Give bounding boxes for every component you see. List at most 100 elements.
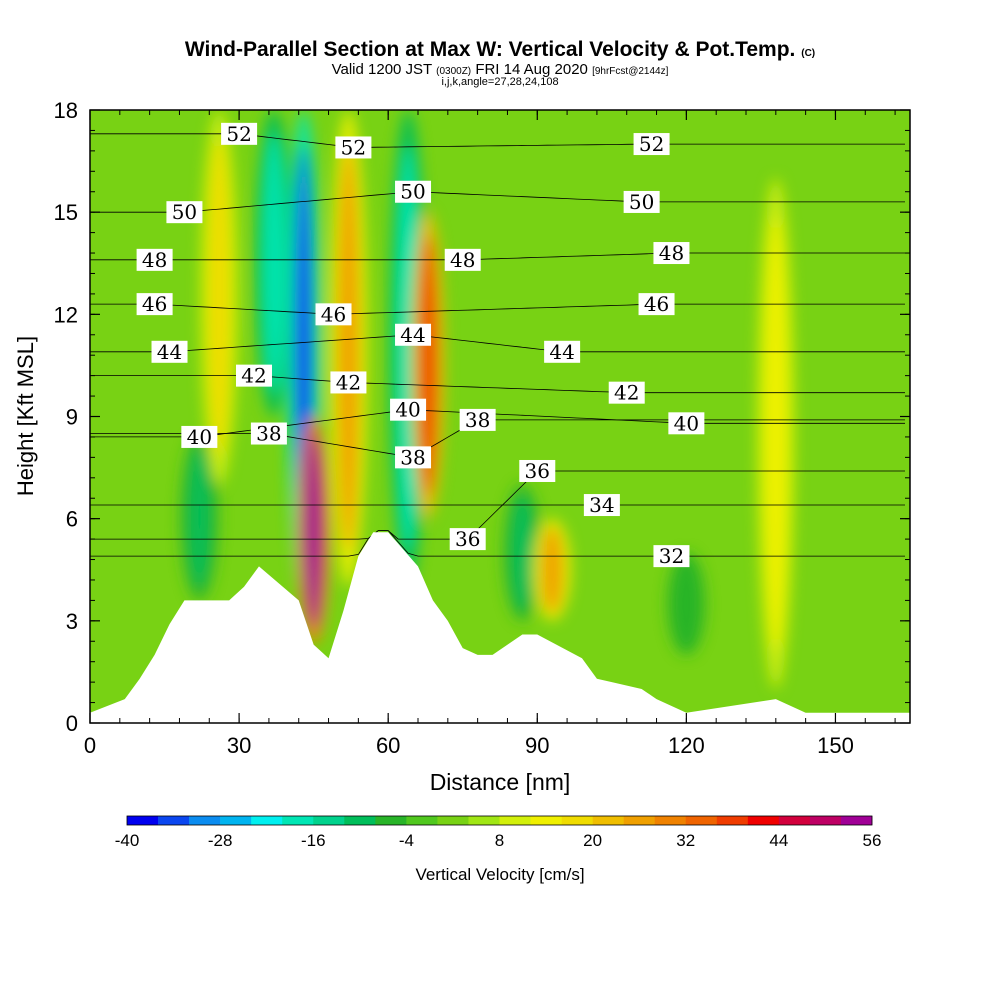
- terrain: [90, 532, 910, 723]
- pot-temp-contours: [90, 133, 905, 557]
- velocity-feature-updraft-band: [208, 138, 231, 457]
- contour-label-box: [330, 371, 367, 394]
- colorbar: -40 -28 -16 -4 8 20 32 44 56: [115, 815, 882, 850]
- vertical-velocity-field: [180, 110, 795, 689]
- x-tick-label: 60: [376, 733, 400, 758]
- colorbar-tick-label: -28: [208, 831, 233, 850]
- y-tick-label: 9: [66, 405, 78, 430]
- contour-label: 48: [142, 248, 167, 272]
- pot-temp-contour-44: [90, 334, 905, 353]
- colorbar-segment: [623, 816, 656, 825]
- chart-indices: i,j,k,angle=27,28,24,108: [441, 76, 559, 88]
- contour-label-box: [653, 242, 690, 265]
- y-tick-label: 18: [54, 98, 78, 123]
- contour-label-box: [181, 425, 218, 448]
- y-tick-label: 0: [66, 711, 78, 736]
- x-axis: 0 30 60 90 120 150: [84, 110, 896, 758]
- colorbar-segment: [840, 816, 873, 825]
- contour-label: 34: [589, 493, 614, 517]
- contour-label-box: [668, 412, 705, 435]
- contour-label-box: [449, 528, 486, 551]
- x-tick-label: 120: [668, 733, 705, 758]
- colorbar-tick-label: -16: [301, 831, 326, 850]
- pot-temp-contour-46: [90, 303, 905, 315]
- colorbar-tick-label: -40: [115, 831, 140, 850]
- colorbar-segment: [499, 816, 531, 825]
- colorbar-segment: [437, 816, 469, 825]
- contour-label: 38: [465, 408, 490, 432]
- contour-label: 48: [450, 248, 475, 272]
- colorbar-segment: [313, 816, 345, 825]
- contour-label-box: [221, 122, 258, 145]
- pot-temp-contour-36: [90, 470, 905, 540]
- colorbar-segment: [468, 816, 500, 825]
- contour-label-box: [444, 248, 481, 271]
- contour-label: 32: [659, 544, 684, 568]
- colorbar-segment: [344, 816, 376, 825]
- contour-label-box: [136, 248, 173, 271]
- contour-label-box: [250, 422, 287, 445]
- colorbar-segment: [778, 816, 811, 825]
- pot-temp-contour-42: [90, 375, 905, 394]
- colorbar-segment: [220, 816, 252, 825]
- colorbar-segment: [251, 816, 283, 825]
- colorbar-segment: [685, 816, 718, 825]
- colorbar-segment: [282, 816, 314, 825]
- contour-label: 50: [172, 200, 197, 224]
- pot-temp-contour-32: [90, 530, 905, 557]
- y-tick-label: 6: [66, 507, 78, 532]
- contour-label-box: [395, 323, 432, 346]
- contour-label-box: [459, 408, 496, 431]
- colorbar-segment: [530, 816, 562, 825]
- pot-temp-contour-40: [90, 409, 905, 438]
- colorbar-tick-label: 56: [863, 831, 882, 850]
- velocity-features: [180, 110, 795, 689]
- colorbar-tick-label: 20: [583, 831, 602, 850]
- colorbar-segment: [127, 816, 159, 825]
- velocity-feature-downdraft: [675, 560, 698, 648]
- velocity-feature-downdraft: [188, 446, 211, 588]
- colorbar-tick-label: -4: [399, 831, 414, 850]
- colorbar-tick-label: 44: [769, 831, 788, 850]
- contour-label: 36: [525, 459, 550, 483]
- contour-label: 46: [321, 302, 346, 326]
- contour-label: 40: [674, 411, 699, 435]
- colorbar-segment: [654, 816, 687, 825]
- contour-label: 42: [614, 381, 639, 405]
- colorbar-label: Vertical Velocity [cm/s]: [415, 865, 584, 884]
- contour-label: 40: [395, 398, 420, 422]
- y-tick-label: 15: [54, 200, 78, 225]
- colorbar-segment: [809, 816, 842, 825]
- contour-label-box: [638, 293, 675, 316]
- x-tick-label: 30: [227, 733, 251, 758]
- y-tick-label: 12: [54, 302, 78, 327]
- contour-label-box: [633, 133, 670, 156]
- contour-label: 38: [400, 445, 425, 469]
- contour-label-box: [136, 293, 173, 316]
- velocity-feature-updraft-core: [304, 433, 323, 628]
- colorbar-segment: [561, 816, 593, 825]
- velocity-feature-downdraft-band: [262, 132, 285, 394]
- colorbar-tick-label: 32: [676, 831, 695, 850]
- contour-label-box: [544, 340, 581, 363]
- contour-label: 48: [659, 241, 684, 265]
- x-tick-label: 90: [525, 733, 549, 758]
- velocity-feature-updraft-band: [418, 235, 437, 496]
- contour-label: 50: [629, 190, 654, 214]
- pot-temp-contour-50: [90, 191, 905, 213]
- colorbar-tick-label: 8: [495, 831, 504, 850]
- contour-label: 38: [256, 422, 281, 446]
- contour-label: 52: [639, 132, 664, 156]
- colorbar-segment: [375, 816, 407, 825]
- colorbar-segment: [406, 816, 438, 825]
- x-axis-label: Distance [nm]: [430, 769, 571, 795]
- contour-label-box: [395, 446, 432, 469]
- colorbar-segment: [189, 816, 221, 825]
- contour-label: 46: [142, 292, 167, 316]
- colorbar-segment: [592, 816, 624, 825]
- chart-title: Wind-Parallel Section at Max W: Vertical…: [184, 38, 816, 61]
- pot-temp-contour-48: [90, 252, 905, 261]
